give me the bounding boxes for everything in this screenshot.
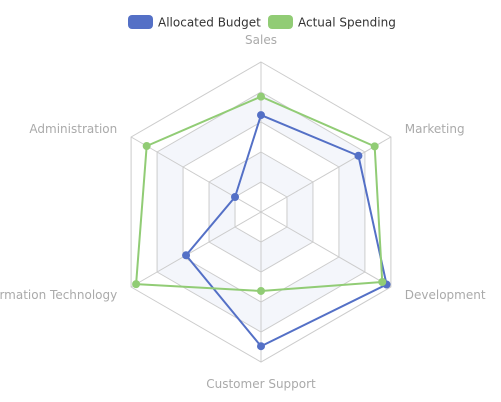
legend-item-0[interactable]: Allocated Budget: [128, 15, 261, 30]
axis-label-5: Administration: [29, 122, 117, 136]
axis-label-1: Marketing: [405, 122, 465, 136]
legend-label-0: Allocated Budget: [158, 16, 261, 30]
series-1-point-4[interactable]: [132, 280, 141, 289]
series-0-point-3[interactable]: [257, 342, 265, 351]
series-1-point-0[interactable]: [257, 92, 265, 101]
radar-axis-labels: Sales Marketing Development Customer Suppor…: [0, 33, 486, 391]
legend-item-1[interactable]: Actual Spending: [268, 15, 396, 30]
axis-label-4: Information Technology: [0, 288, 117, 302]
legend-label-1: Actual Spending: [298, 16, 396, 30]
series-1: [132, 92, 387, 295]
axis-line-5: [130, 136, 262, 213]
series-1-point-5[interactable]: [142, 142, 151, 150]
axis-label-2: Development: [405, 288, 486, 302]
series-0-point-5[interactable]: [231, 193, 240, 201]
radar-series: [132, 92, 391, 351]
series-0-point-1[interactable]: [354, 151, 363, 160]
legend-swatch-1: [268, 15, 293, 29]
series-1-point-3[interactable]: [257, 286, 265, 295]
legend-swatch-0: [128, 15, 153, 29]
series-0: [182, 111, 391, 351]
axis-line-2: [260, 211, 392, 288]
series-0-point-0[interactable]: [257, 111, 265, 120]
axis-label-3: Customer Support: [206, 377, 316, 391]
axis-line-1: [260, 136, 392, 213]
series-0-point-4[interactable]: [182, 251, 191, 260]
axis-line-4: [130, 211, 262, 288]
axis-label-0: Sales: [245, 33, 277, 47]
radar-axis-lines: [130, 62, 392, 362]
series-1-point-1[interactable]: [370, 142, 379, 151]
legend[interactable]: Allocated Budget Actual Spending: [128, 15, 396, 30]
series-1-point-2[interactable]: [378, 278, 387, 286]
